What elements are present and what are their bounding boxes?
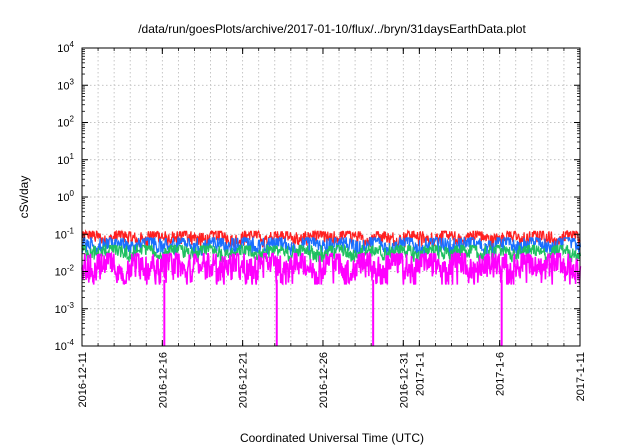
x-tick-label: 2016-12-26 <box>318 352 330 408</box>
series-line <box>81 243 581 263</box>
x-tick-label: 2016-12-21 <box>238 352 250 408</box>
x-tick-label: 2016-12-11 <box>77 352 89 407</box>
y-tick-label: 103 <box>57 77 74 92</box>
y-tick-label: 100 <box>57 189 74 204</box>
x-tick-label: 2016-12-31 <box>398 352 410 408</box>
y-tick-label: 10-3 <box>55 301 75 316</box>
x-tick-label: 2017-1-6 <box>495 352 507 396</box>
y-tick-label: 104 <box>57 40 74 55</box>
y-tick-label: 10-2 <box>55 264 75 279</box>
y-tick-label: 101 <box>57 152 74 167</box>
series-line <box>81 235 581 257</box>
y-tick-label: 10-1 <box>55 226 75 241</box>
grid <box>82 48 580 346</box>
x-axis-label: Coordinated Universal Time (UTC) <box>240 431 424 445</box>
x-tick-label: 2017-1-11 <box>575 352 587 401</box>
series-layer <box>81 229 582 346</box>
y-axis-label: cSv/day <box>17 176 31 219</box>
series-line <box>81 250 582 286</box>
chart-title: /data/run/goesPlots/archive/2017-01-10/f… <box>138 22 526 36</box>
x-tick-label: 2016-12-16 <box>157 352 169 408</box>
y-tick-label: 102 <box>57 115 74 130</box>
y-tick-label: 10-4 <box>55 338 75 353</box>
x-tick-label: 2017-1-1 <box>414 352 426 396</box>
ticks: 10-4 10-3 10-2 10-1 100 101 102 103 104 2016-12-1… <box>55 40 587 408</box>
